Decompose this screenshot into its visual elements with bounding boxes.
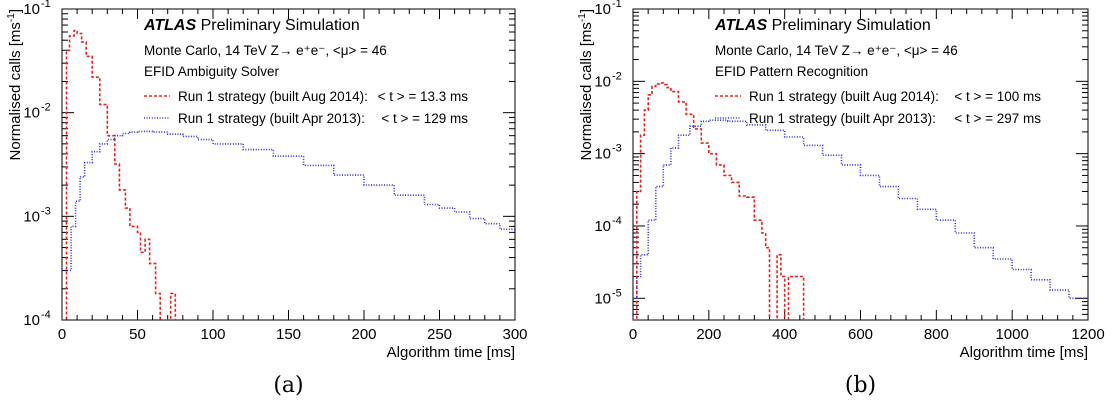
y-tick-exponent: -4: [41, 309, 51, 321]
series-line-0: [633, 82, 805, 320]
y-tick-exponent: -1: [612, 0, 622, 10]
y-tick-label: 10: [594, 1, 611, 18]
x-tick-label: 800: [924, 326, 949, 343]
x-tick-label: 50: [129, 326, 146, 343]
atlas-label: ATLAS Preliminary Simulation: [143, 17, 360, 34]
y-tick-exponent: -3: [612, 143, 622, 155]
y-tick-label: 10: [23, 208, 40, 225]
y-tick-exponent: -5: [612, 287, 622, 299]
y-tick-label: 10: [23, 1, 40, 18]
legend-label-1: Run 1 strategy (built Apr 2013):: [749, 111, 936, 126]
series-line-0: [62, 29, 177, 320]
legend-label-0: Run 1 strategy (built Aug 2014):: [178, 89, 368, 104]
x-tick-label: 250: [427, 326, 452, 343]
x-tick-label: 100: [200, 326, 225, 343]
series-line-1: [62, 130, 515, 272]
y-tick-label: 10: [23, 312, 40, 329]
x-tick-label: 300: [502, 326, 527, 343]
y-tick-label: 10: [594, 146, 611, 163]
y-tick-exponent: -2: [612, 70, 622, 82]
y-tick-exponent: -1: [41, 0, 51, 10]
y-tick-label: 10: [594, 218, 611, 235]
y-tick-exponent: -2: [41, 102, 51, 114]
x-tick-label: 150: [276, 326, 301, 343]
x-tick-label: 1000: [995, 326, 1028, 343]
x-tick-label: 200: [351, 326, 376, 343]
panel-caption: (b): [845, 373, 876, 398]
y-axis-title: Normalised calls [ms-1]: [6, 9, 24, 160]
y-tick-exponent: -4: [612, 215, 622, 227]
x-axis-title: Algorithm time [ms]: [960, 344, 1088, 361]
conditions-text: Monte Carlo, 14 TeV Z→ e⁺e⁻, <μ> = 46: [144, 43, 387, 58]
series-line-1: [633, 119, 1088, 306]
y-tick-label: 10: [594, 290, 611, 307]
legend-stat-0: < t > = 13.3 ms: [378, 89, 469, 104]
y-axis-title: Normalised calls [ms-1]: [577, 9, 595, 160]
legend-stat-1: < t > = 129 ms: [381, 111, 468, 126]
x-tick-label: 600: [848, 326, 873, 343]
y-tick-label: 10: [23, 105, 40, 122]
y-tick-label: 10: [594, 73, 611, 90]
x-tick-label: 0: [629, 326, 637, 343]
legend-stat-0: < t > = 100 ms: [954, 89, 1041, 104]
atlas-label: ATLAS Preliminary Simulation: [714, 17, 931, 34]
panel-caption: (a): [273, 373, 303, 398]
sample-text: EFID Ambiguity Solver: [144, 64, 280, 79]
x-tick-label: 1200: [1071, 326, 1104, 343]
legend-stat-1: < t > = 297 ms: [954, 111, 1041, 126]
legend-label-0: Run 1 strategy (built Aug 2014):: [749, 89, 939, 104]
y-tick-exponent: -3: [41, 205, 51, 217]
x-axis-title: Algorithm time [ms]: [387, 344, 515, 361]
sample-text: EFID Pattern Recognition: [715, 64, 868, 79]
conditions-text: Monte Carlo, 14 TeV Z→ e⁺e⁻, <μ> = 46: [715, 43, 958, 58]
legend-label-1: Run 1 strategy (built Apr 2013):: [178, 111, 365, 126]
x-tick-label: 200: [696, 326, 721, 343]
x-tick-label: 0: [58, 326, 66, 343]
x-tick-label: 400: [772, 326, 797, 343]
